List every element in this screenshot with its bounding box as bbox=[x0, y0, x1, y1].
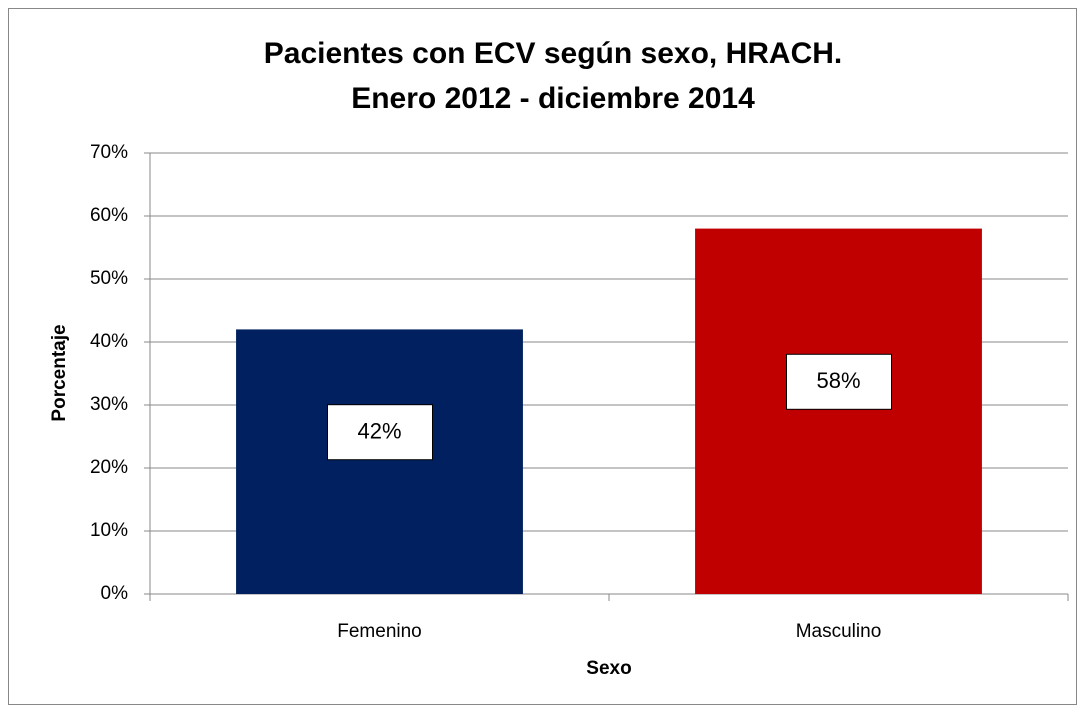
y-tick-label: 50% bbox=[90, 268, 128, 289]
value-label: 42% bbox=[357, 419, 401, 444]
y-tick-label: 70% bbox=[90, 142, 128, 163]
value-label-box bbox=[786, 353, 892, 410]
y-axis-title: Porcentaje bbox=[49, 324, 70, 421]
y-tick-label: 60% bbox=[90, 205, 128, 226]
y-tick-label: 30% bbox=[90, 394, 128, 415]
x-tick-label: Masculino bbox=[796, 621, 882, 642]
bar bbox=[236, 329, 523, 594]
chart-title: Pacientes con ECV según sexo, HRACH. bbox=[264, 37, 843, 70]
chart-title: Enero 2012 - diciembre 2014 bbox=[351, 82, 755, 115]
y-tick-label: 0% bbox=[101, 583, 129, 604]
value-label-box bbox=[327, 404, 433, 461]
bar bbox=[695, 228, 982, 594]
x-axis-title: Sexo bbox=[586, 658, 631, 679]
y-tick-label: 40% bbox=[90, 331, 128, 352]
value-label: 58% bbox=[816, 368, 860, 393]
y-tick-label: 20% bbox=[90, 457, 128, 478]
y-tick-label: 10% bbox=[90, 520, 128, 541]
x-tick-label: Femenino bbox=[337, 621, 422, 642]
